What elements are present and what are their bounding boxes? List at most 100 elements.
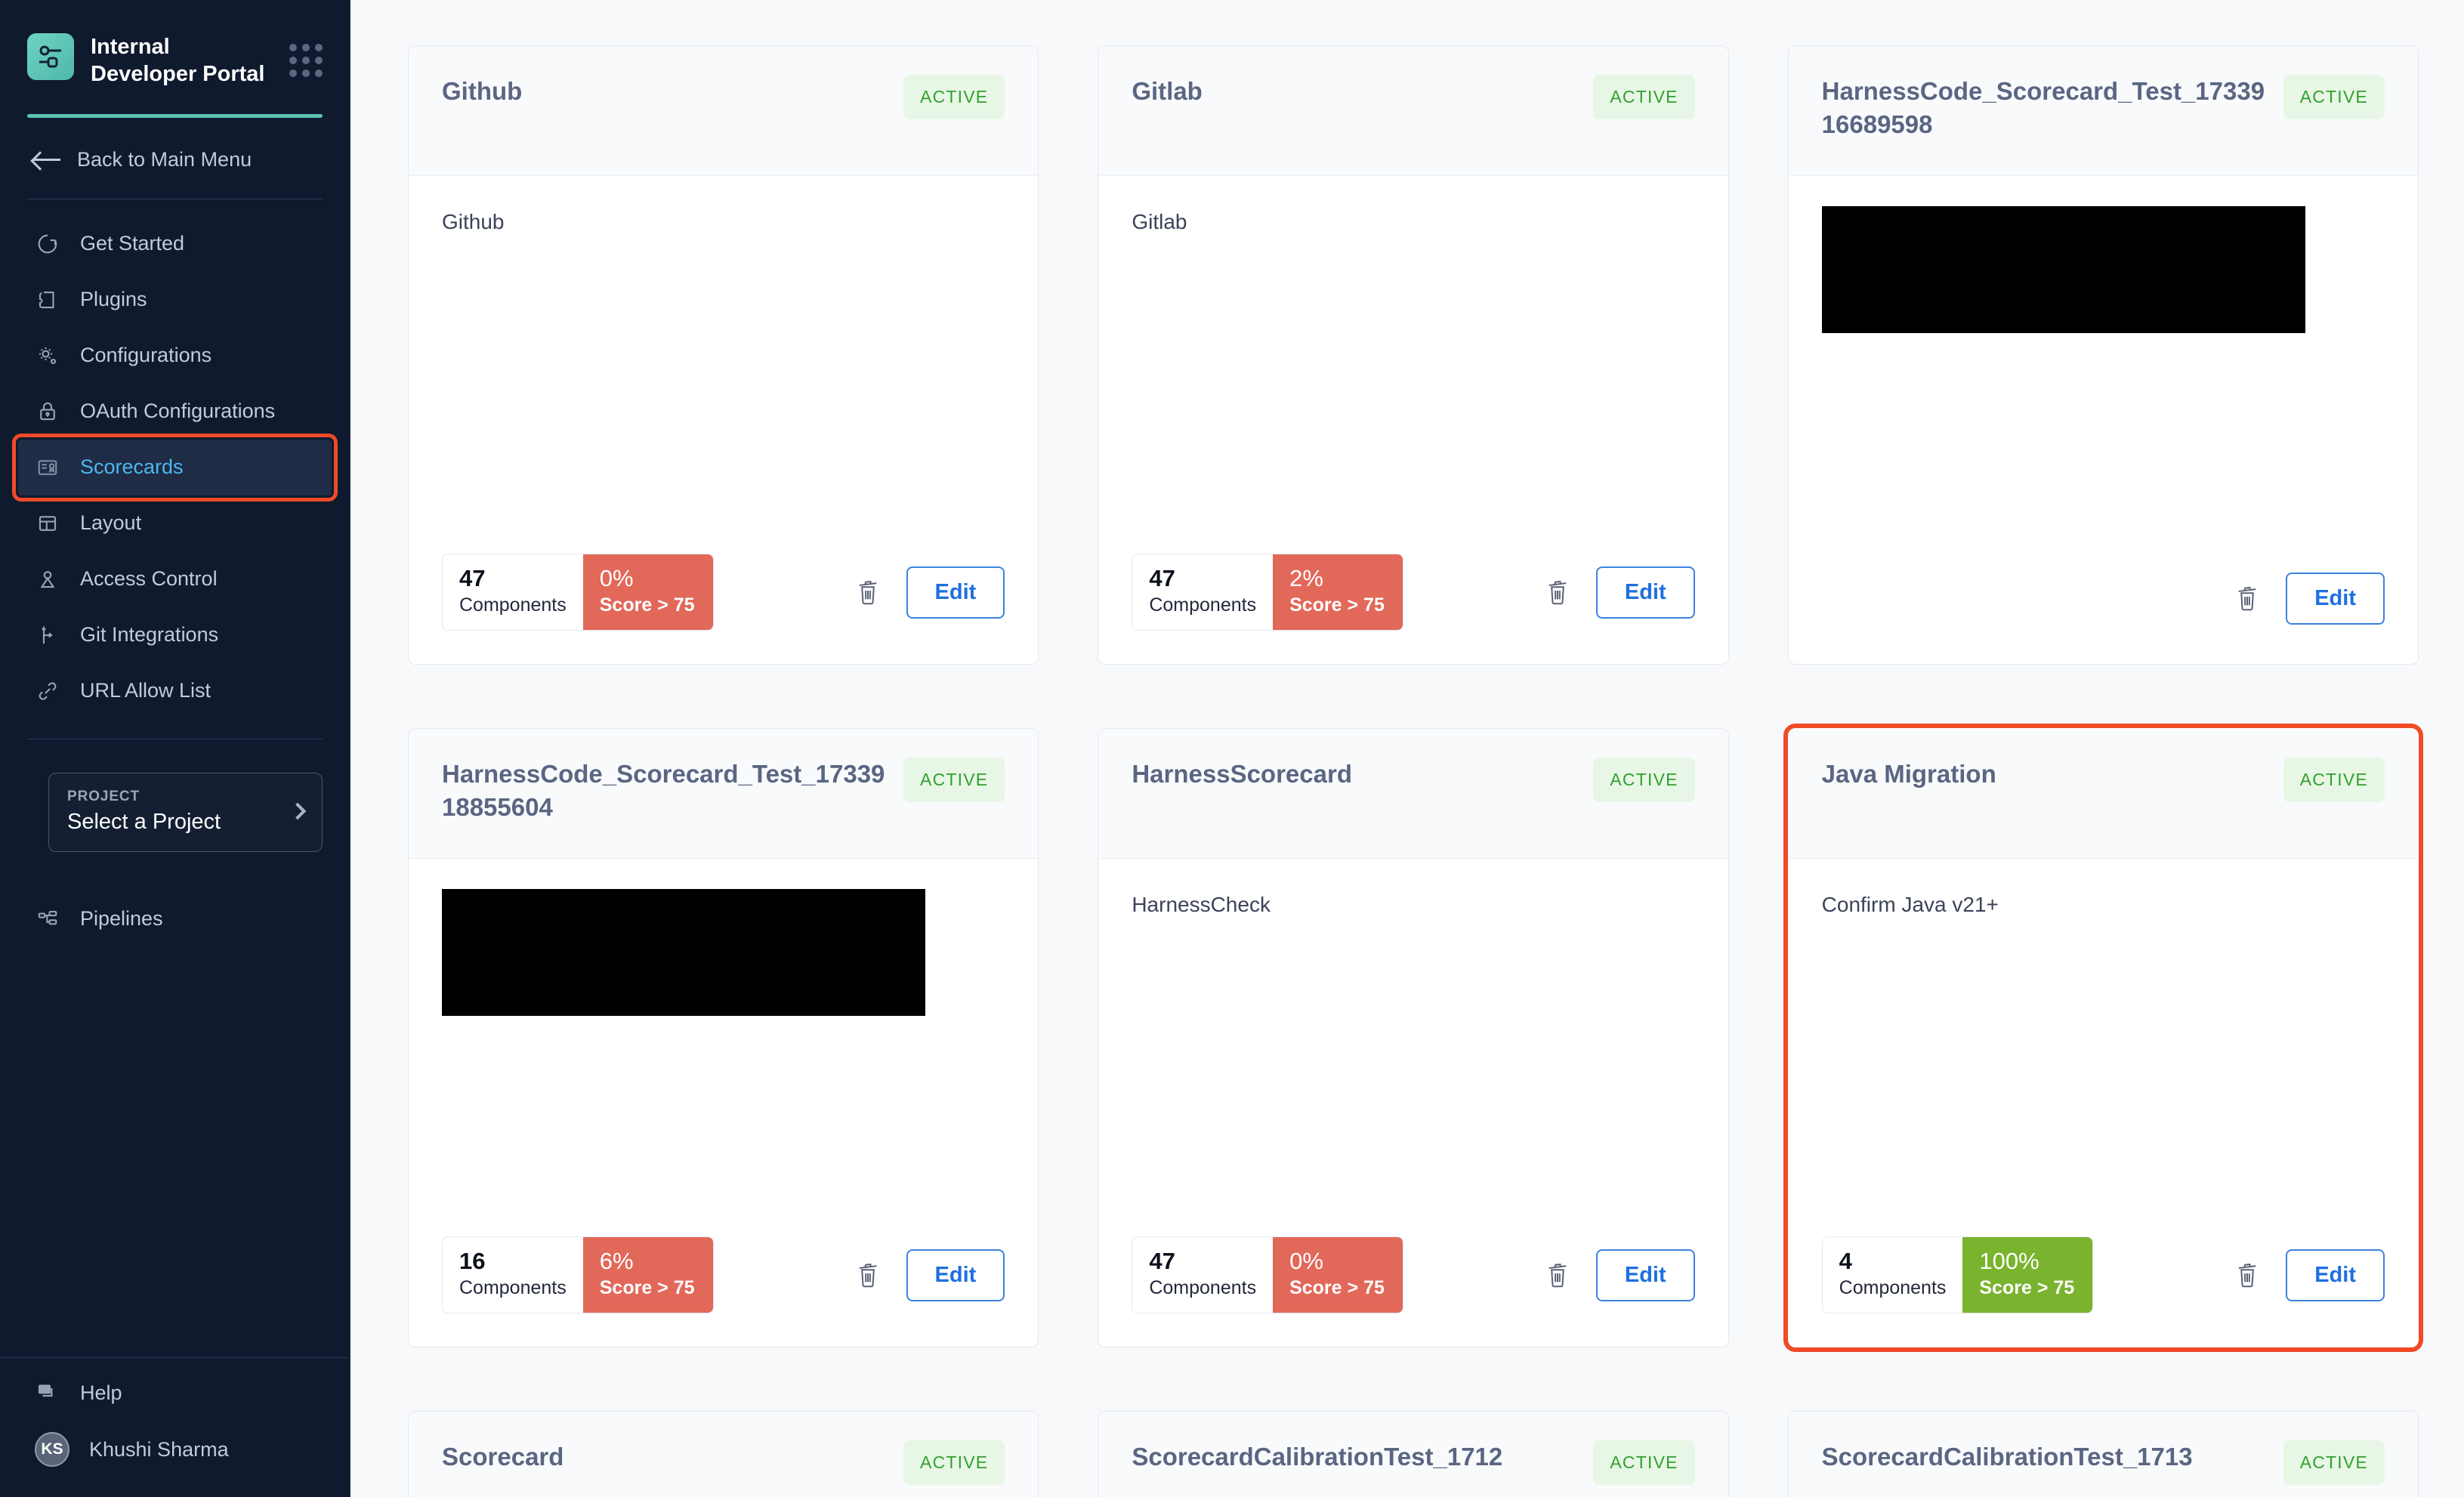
edit-button[interactable]: Edit [1595,566,1695,619]
scorecard-card[interactable]: Java Migration ACTIVE Confirm Java v21+ 4 Co… [1783,724,2423,1352]
components-label: Components [459,1277,567,1298]
back-to-main-menu-label: Back to Main Menu [77,147,252,171]
scorecard-title: ScorecardCalibrationTest_1713 [1821,1443,2193,1471]
components-number: 16 [459,1248,486,1275]
edit-button[interactable]: Edit [2286,572,2385,625]
redacted-content [1821,206,2305,333]
scorecard-card[interactable]: HarnessScorecard ACTIVE HarnessCheck 47 Comp… [1098,728,1729,1347]
edit-button[interactable]: Edit [1595,1249,1695,1301]
brand-accent-rule [27,113,323,118]
help-label: Help [80,1381,122,1404]
sidebar-item-access-control[interactable]: Access Control [18,551,332,607]
project-selector-value: Select a Project [67,809,221,834]
components-label: Components [459,594,567,616]
status-badge: ACTIVE [2283,758,2385,802]
sidebar-item-url-allow-list[interactable]: URL Allow List [18,663,332,719]
status-badge: ACTIVE [903,1440,1005,1485]
sidebar-item-label: Git Integrations [80,623,219,646]
sidebar-item-label: Access Control [80,567,218,590]
trash-icon[interactable] [2234,584,2260,613]
scorecard-footer: 47 Components 0% Score > 75 Edit [1098,1236,1728,1347]
scorecard-card[interactable]: HarnessCode_Scorecard_Test_1733918855604… [408,728,1039,1347]
score-percent: 100% Score > 75 [1962,1237,2093,1313]
scorecard-footer: Edit [1789,566,2418,664]
edit-button[interactable]: Edit [906,566,1005,619]
link-icon [35,678,60,704]
edit-button[interactable]: Edit [906,1249,1005,1301]
sidebar-item-pipelines[interactable]: Pipelines [18,891,332,947]
sidebar-item-label: URL Allow List [80,679,212,702]
scorecard-description: Gitlab [1132,210,1187,233]
status-badge: ACTIVE [2283,75,2385,119]
score-percent-value: 100% [1979,1248,2039,1275]
score-percent-value: 6% [599,1248,634,1275]
trash-icon[interactable] [855,578,881,607]
help-button[interactable]: ? Help [0,1358,350,1428]
scorecard-body [1789,176,2418,566]
sidebar-item-configurations[interactable]: Configurations [18,328,332,384]
edit-button[interactable]: Edit [2286,1249,2385,1301]
components-count: 47 Components [1132,554,1273,630]
scorecard-card[interactable]: ScorecardACTIVEEdit [408,1411,1039,1497]
sidebar-nav: Get Started Plugins Co [0,199,350,719]
grid-apps-icon[interactable] [289,44,323,77]
sidebar-item-label: OAuth Configurations [80,400,276,422]
scorecard-actions: Edit [2234,572,2385,625]
sidebar-item-label: Pipelines [80,907,163,930]
scorecard-card[interactable]: ScorecardCalibrationTest_1712ACTIVEEdit [1098,1411,1729,1497]
score-chip: 16 Components 6% Score > 75 [442,1236,714,1313]
scorecard-title: Github [442,77,523,105]
trash-icon[interactable] [1545,1261,1570,1289]
trash-icon[interactable] [1545,578,1570,607]
sidebar-item-get-started[interactable]: Get Started [18,216,332,272]
idp-logo-icon [27,33,74,80]
user-account[interactable]: KS Khushi Sharma [0,1428,350,1497]
project-selector[interactable]: PROJECT Select a Project [48,772,323,852]
scorecard-body: HarnessCheck [1098,859,1728,1236]
scorecard-card[interactable]: ScorecardCalibrationTest_1713ACTIVEEdit [1787,1411,2419,1497]
layout-icon [35,511,60,536]
sidebar-item-scorecards[interactable]: Scorecards [12,433,338,502]
sidebar-item-git-integrations[interactable]: Git Integrations [18,607,332,663]
scorecard-footer: 47 Components 0% Score > 75 Edit [409,554,1038,664]
scorecard-footer: 4 Components 100% Score > 75 Edit [1789,1236,2418,1347]
sidebar: Internal Developer Portal Back to Main M… [0,0,350,1497]
score-percent: 6% Score > 75 [582,1237,713,1313]
back-to-main-menu[interactable]: Back to Main Menu [0,118,350,171]
scorecard-card[interactable]: HarnessCode_Scorecard_Test_1733916689598… [1787,45,2419,665]
components-count: 47 Components [443,554,583,630]
score-percent: 0% Score > 75 [582,554,713,630]
sidebar-item-plugins[interactable]: Plugins [18,272,332,328]
gear-icon [35,343,60,369]
sidebar-item-label: Get Started [80,232,185,255]
sidebar-divider-bottom [0,1357,350,1358]
scorecard-icon [35,455,60,480]
git-branch-icon [35,622,60,648]
status-badge: ACTIVE [1593,75,1695,119]
scorecard-header: ScorecardCalibrationTest_1713 ACTIVE [1788,1412,2418,1497]
sidebar-item-oauth-configurations[interactable]: OAuth Configurations [18,384,332,440]
scorecard-title: HarnessCode_Scorecard_Test_1733918855604 [442,760,885,821]
scorecard-actions: Edit [1545,566,1695,619]
trash-icon[interactable] [855,1261,881,1289]
main-content: Github ACTIVE Github 47 Components 0% Score > … [350,0,2464,1497]
scorecard-title: ScorecardCalibrationTest_1712 [1132,1443,1503,1471]
scorecard-card[interactable]: Github ACTIVE Github 47 Components 0% Score > … [408,45,1039,665]
score-chip: 47 Components 0% Score > 75 [442,554,714,631]
sidebar-item-layout[interactable]: Layout [18,495,332,551]
avatar: KS [35,1432,69,1467]
user-name: Khushi Sharma [89,1437,229,1461]
trash-icon[interactable] [2234,1261,2260,1289]
status-badge: ACTIVE [903,758,1005,802]
scorecard-card[interactable]: Gitlab ACTIVE Gitlab 47 Components 2% Score > … [1098,45,1729,665]
score-percent-value: 2% [1289,565,1323,592]
scorecard-actions: Edit [2234,1249,2385,1301]
scorecard-body [409,859,1038,1236]
score-threshold-label: Score > 75 [599,594,695,616]
sidebar-item-label: Scorecards [80,455,184,478]
scorecard-actions: Edit [1545,1249,1695,1301]
score-chip: 47 Components 0% Score > 75 [1132,1236,1403,1313]
scorecard-footer: 16 Components 6% Score > 75 Edit [409,1236,1038,1347]
plugin-icon [35,287,60,313]
help-chat-icon: ? [35,1380,60,1406]
